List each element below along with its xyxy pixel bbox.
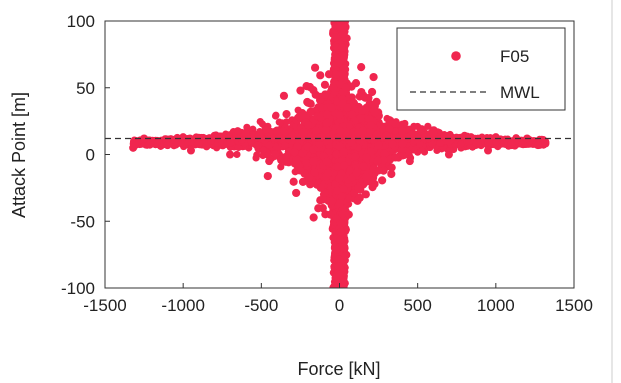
data-point bbox=[424, 122, 432, 130]
data-point bbox=[233, 150, 241, 159]
data-point bbox=[234, 143, 243, 152]
data-point bbox=[541, 139, 549, 148]
data-point bbox=[484, 138, 492, 147]
data-point bbox=[277, 163, 285, 171]
data-point bbox=[281, 141, 289, 149]
data-point bbox=[258, 120, 267, 128]
data-point bbox=[279, 127, 287, 135]
data-point bbox=[440, 131, 448, 139]
data-point bbox=[195, 133, 203, 141]
data-point bbox=[265, 141, 273, 149]
data-point bbox=[243, 123, 251, 131]
data-point bbox=[398, 151, 407, 160]
data-point bbox=[272, 111, 280, 119]
scan-edge-line bbox=[611, 0, 613, 383]
data-point bbox=[238, 136, 246, 144]
data-point bbox=[269, 134, 277, 142]
data-point bbox=[252, 154, 260, 162]
data-point bbox=[259, 151, 267, 160]
data-point bbox=[418, 125, 426, 133]
data-point bbox=[145, 140, 154, 148]
data-point bbox=[264, 151, 272, 159]
data-point bbox=[202, 142, 210, 150]
data-point bbox=[275, 134, 283, 142]
data-point bbox=[271, 150, 279, 158]
data-point bbox=[234, 127, 242, 135]
data-point bbox=[254, 141, 262, 149]
data-point bbox=[262, 126, 270, 134]
data-point bbox=[500, 140, 508, 148]
data-point bbox=[457, 140, 465, 148]
data-point bbox=[466, 137, 474, 145]
data-point bbox=[410, 122, 418, 130]
data-point bbox=[282, 118, 291, 126]
data-point bbox=[153, 139, 161, 148]
data-point bbox=[436, 139, 444, 147]
scatter-points bbox=[129, 21, 550, 288]
data-point bbox=[284, 147, 293, 156]
data-point bbox=[259, 146, 267, 154]
